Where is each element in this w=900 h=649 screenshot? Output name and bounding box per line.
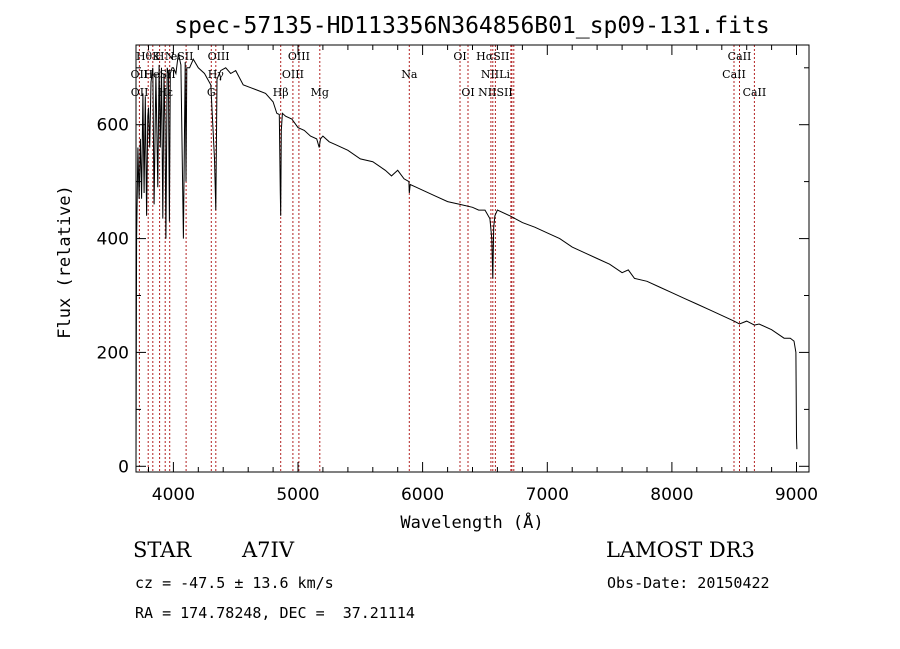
chart-title: spec-57135-HD113356N364856B01_sp09-131.f… (174, 13, 769, 39)
x-tick-label-2: 6000 (401, 485, 444, 505)
y-tick-label-1: 200 (97, 343, 129, 363)
marker-label-22: NIISII (478, 86, 513, 99)
marker-label-16: OII (131, 86, 149, 99)
coordinates: RA = 174.78248, DEC = 37.21114 (135, 604, 415, 622)
marker-label-12: OIII (282, 68, 304, 81)
obs-date: Obs-Date: 20150422 (607, 574, 770, 592)
marker-label-2: N (165, 50, 175, 63)
x-axis-ticks: 4000 5000 6000 7000 8000 9000 (148, 45, 818, 505)
marker-label-17: Hε (158, 86, 174, 99)
marker-label-4: OIII (208, 50, 230, 63)
x-tick-label-1: 5000 (276, 485, 319, 505)
marker-label-3: eSII (171, 50, 194, 63)
marker-label-5: OIII (288, 50, 310, 63)
y-tick-label-3: 600 (97, 116, 129, 136)
redshift-info: cz = -47.5 ± 13.6 km/s (135, 574, 334, 592)
x-tick-label-3: 7000 (526, 485, 569, 505)
x-axis-label: Wavelength (Å) (400, 511, 543, 533)
marker-label-18: G (207, 86, 216, 99)
y-tick-label-0: 0 (118, 457, 129, 477)
y-axis-label: Flux (relative) (55, 185, 75, 339)
y-axis-ticks: 0 200 400 600 (97, 67, 809, 477)
marker-label-0: HθK (136, 50, 161, 63)
marker-label-15: CaII (722, 68, 746, 81)
spectral-class: A7IV (242, 538, 294, 562)
marker-label-21: OI (461, 86, 474, 99)
marker-label-1: H (155, 50, 165, 63)
marker-label-11: Hγ (208, 68, 225, 81)
marker-label-6: OI (453, 50, 466, 63)
marker-label-14: NIILi (481, 68, 511, 81)
marker-label-20: Mg (311, 86, 329, 99)
x-tick-label-4: 8000 (650, 485, 693, 505)
x-tick-label-5: 9000 (775, 485, 818, 505)
marker-label-23: CaII (743, 86, 767, 99)
marker-label-7: HαSII (476, 50, 509, 63)
marker-label-8: CaII (728, 50, 752, 63)
plot-frame (135, 44, 810, 473)
y-tick-label-2: 400 (97, 230, 129, 250)
survey-name: LAMOST DR3 (606, 538, 755, 562)
marker-label-19: Hβ (273, 86, 289, 99)
x-tick-label-0: 4000 (152, 485, 195, 505)
marker-label-9: OII (131, 68, 149, 81)
marker-label-10: HeSII (143, 68, 175, 81)
marker-label-13: Na (401, 68, 418, 81)
object-type: STAR (133, 538, 192, 562)
spectrum-line (135, 53, 798, 467)
marker-lines (138, 45, 755, 472)
spectrum-series (135, 53, 798, 467)
